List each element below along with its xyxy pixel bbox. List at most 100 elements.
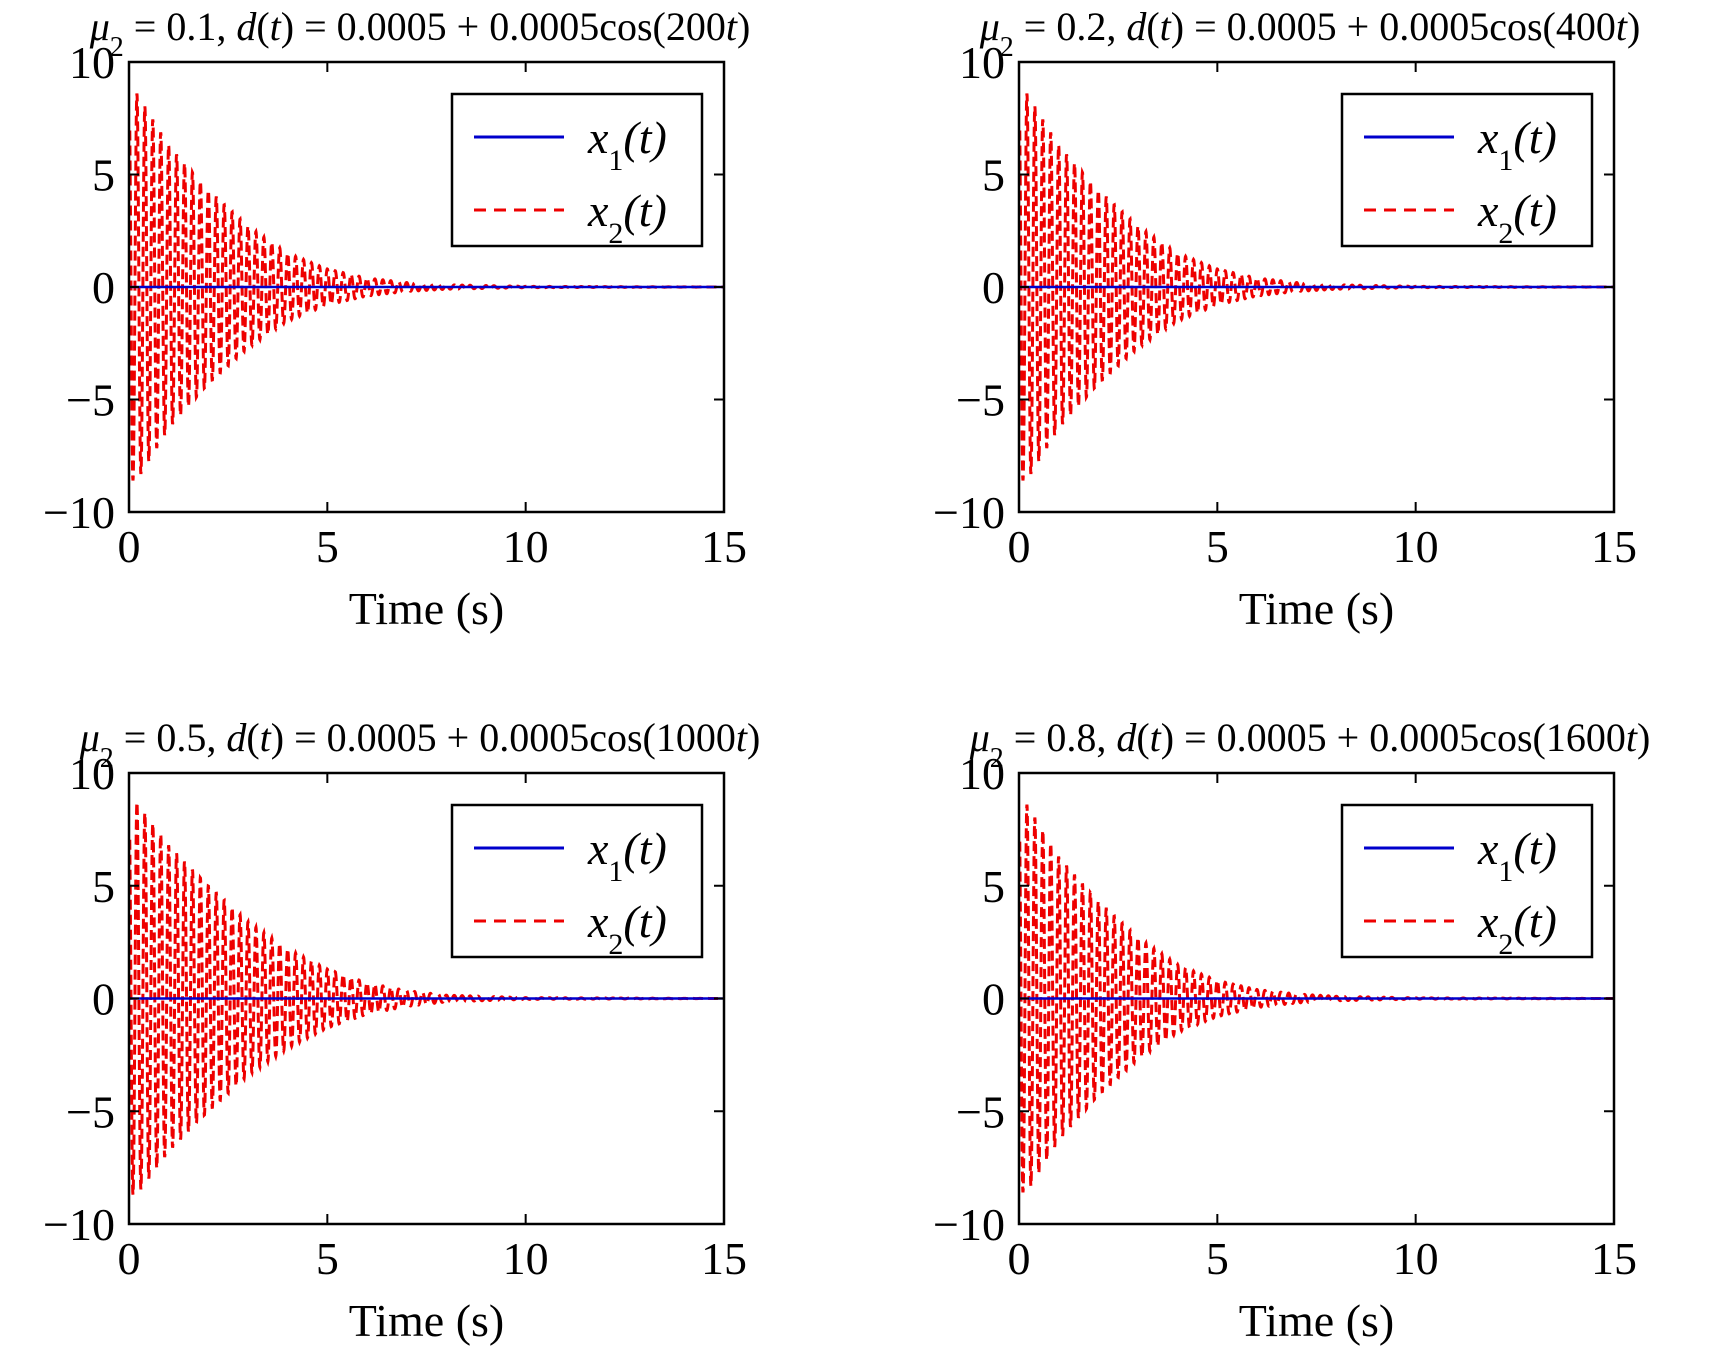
panel-title: μ2 = 0.8, d(t) = 0.0005 + 0.0005cos(1600…	[969, 715, 1651, 774]
legend-var: x	[587, 823, 609, 874]
legend-box	[450, 803, 704, 959]
y-tick-label: 10	[69, 748, 115, 799]
title-part: )	[1637, 715, 1650, 760]
legend-sub: 2	[1498, 217, 1513, 250]
y-tick-label: −5	[956, 375, 1005, 426]
legend-var: x	[1477, 896, 1499, 947]
legend-label-2: x2(t)	[587, 896, 667, 961]
title-part: μ	[79, 715, 100, 760]
legend-sub: 1	[1498, 144, 1513, 177]
title-part: )	[737, 4, 750, 49]
legend: x1(t)x2(t)	[1340, 803, 1594, 961]
x-tick-label: 15	[701, 1233, 747, 1284]
title-part: t	[736, 715, 748, 760]
title-part: )	[1627, 4, 1640, 49]
title-part: = 0.8,	[1004, 715, 1117, 760]
legend-label-1: x1(t)	[1477, 823, 1557, 888]
title-part: μ	[979, 4, 1000, 49]
x-tick-label: 5	[1206, 1233, 1229, 1284]
title-part: (	[1136, 715, 1149, 760]
title-part: (	[1146, 4, 1159, 49]
legend-arg: (t)	[623, 823, 666, 874]
x-tick-label: 5	[316, 521, 339, 572]
legend-arg: (t)	[1513, 896, 1556, 947]
y-tick-label: 0	[92, 262, 115, 313]
legend-sub: 2	[608, 217, 623, 250]
title-part: μ	[89, 4, 110, 49]
legend-arg: (t)	[623, 112, 666, 163]
x-tick-label: 5	[316, 1233, 339, 1284]
legend-box	[1340, 92, 1594, 248]
x-tick-label: 5	[1206, 521, 1229, 572]
legend-arg: (t)	[1513, 823, 1556, 874]
legend-label-2: x2(t)	[587, 185, 667, 250]
title-part: (	[246, 715, 259, 760]
x-tick-label: 10	[503, 1233, 549, 1284]
legend-var: x	[587, 185, 609, 236]
title-part: = 0.2,	[1014, 4, 1127, 49]
title-part: t	[260, 715, 272, 760]
plot-area	[1019, 93, 1614, 481]
y-tick-label: 5	[92, 150, 115, 201]
title-part: 2	[1000, 32, 1014, 63]
legend-arg: (t)	[1513, 185, 1556, 236]
title-part: t	[1150, 715, 1162, 760]
legend-label-1: x1(t)	[587, 112, 667, 177]
x-axis-label: Time (s)	[1239, 1295, 1395, 1346]
title-part: t	[270, 4, 282, 49]
y-tick-label: −5	[66, 375, 115, 426]
title-part: = 0.5,	[114, 715, 227, 760]
panel-title: μ2 = 0.5, d(t) = 0.0005 + 0.0005cos(1000…	[79, 715, 761, 774]
y-tick-label: 10	[959, 748, 1005, 799]
y-tick-label: 10	[69, 37, 115, 88]
legend-label-1: x1(t)	[587, 823, 667, 888]
y-tick-label: 0	[982, 974, 1005, 1025]
legend-box	[450, 92, 704, 248]
y-tick-label: −5	[956, 1086, 1005, 1137]
title-part: d	[1126, 4, 1147, 49]
x-tick-label: 10	[1393, 521, 1439, 572]
x-axis-label: Time (s)	[1239, 583, 1395, 634]
legend-var: x	[1477, 112, 1499, 163]
title-part: t	[1616, 4, 1628, 49]
legend-arg: (t)	[623, 185, 666, 236]
panel-title: μ2 = 0.2, d(t) = 0.0005 + 0.0005cos(400t…	[979, 4, 1641, 63]
x-tick-label: 0	[1008, 1233, 1031, 1284]
legend-arg: (t)	[623, 896, 666, 947]
title-part: 2	[100, 743, 114, 774]
title-part: d	[236, 4, 257, 49]
legend-box	[1340, 803, 1594, 959]
title-part: ) = 0.0005 + 0.0005cos(1600	[1161, 715, 1626, 760]
title-part: = 0.1,	[124, 4, 237, 49]
legend-sub: 1	[1498, 855, 1513, 888]
title-part: ) = 0.0005 + 0.0005cos(400	[1171, 4, 1616, 49]
x-tick-label: 15	[1591, 1233, 1637, 1284]
legend-sub: 1	[608, 144, 623, 177]
series-x2-line	[1019, 804, 1614, 1193]
y-tick-label: 5	[982, 150, 1005, 201]
x-tick-label: 10	[503, 521, 549, 572]
legend-label-1: x1(t)	[1477, 112, 1557, 177]
title-part: t	[1626, 715, 1638, 760]
title-part: d	[1116, 715, 1137, 760]
y-tick-label: 5	[982, 861, 1005, 912]
legend-sub: 2	[608, 928, 623, 961]
title-part: t	[726, 4, 738, 49]
x-tick-label: 0	[1008, 521, 1031, 572]
legend: x1(t)x2(t)	[450, 803, 704, 961]
x-tick-label: 0	[118, 521, 141, 572]
title-part: ) = 0.0005 + 0.0005cos(1000	[271, 715, 736, 760]
plot-area	[129, 93, 724, 481]
title-part: t	[1160, 4, 1172, 49]
title-part: 2	[110, 32, 124, 63]
title-part: d	[226, 715, 247, 760]
y-tick-label: 5	[92, 861, 115, 912]
panel-title: μ2 = 0.1, d(t) = 0.0005 + 0.0005cos(200t…	[89, 4, 751, 63]
plot-area	[129, 802, 724, 1195]
title-part: 2	[990, 743, 1004, 774]
y-tick-label: 0	[982, 262, 1005, 313]
x-axis-label: Time (s)	[349, 1295, 505, 1346]
